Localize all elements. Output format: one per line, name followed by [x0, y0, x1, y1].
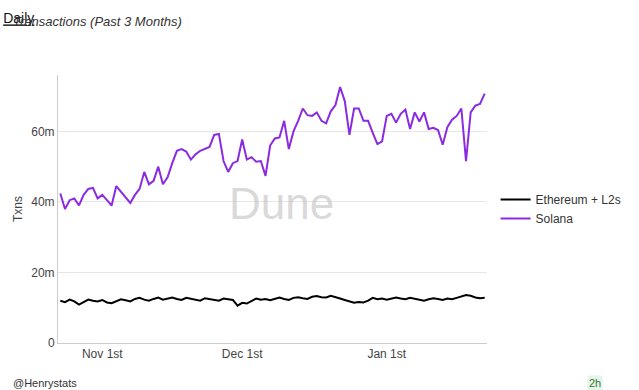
- svg-text:Transactions (Past 3 Months): Transactions (Past 3 Months): [13, 14, 182, 29]
- svg-text:Ethereum + L2s: Ethereum + L2s: [536, 193, 621, 207]
- svg-text:Jan 1st: Jan 1st: [367, 347, 406, 361]
- svg-text:Solana: Solana: [536, 212, 574, 226]
- svg-text:60m: 60m: [31, 125, 54, 139]
- svg-text:2h: 2h: [589, 377, 601, 389]
- svg-text:40m: 40m: [31, 195, 54, 209]
- svg-text:Daily: Daily: [3, 10, 34, 26]
- svg-text:20m: 20m: [31, 266, 54, 280]
- svg-text:Nov 1st: Nov 1st: [82, 347, 123, 361]
- svg-text:Txns: Txns: [11, 196, 25, 222]
- svg-text:0: 0: [48, 336, 55, 350]
- svg-text:Dec 1st: Dec 1st: [222, 347, 263, 361]
- svg-text:@Henrystats: @Henrystats: [13, 377, 77, 389]
- svg-text:Dune: Dune: [229, 179, 334, 228]
